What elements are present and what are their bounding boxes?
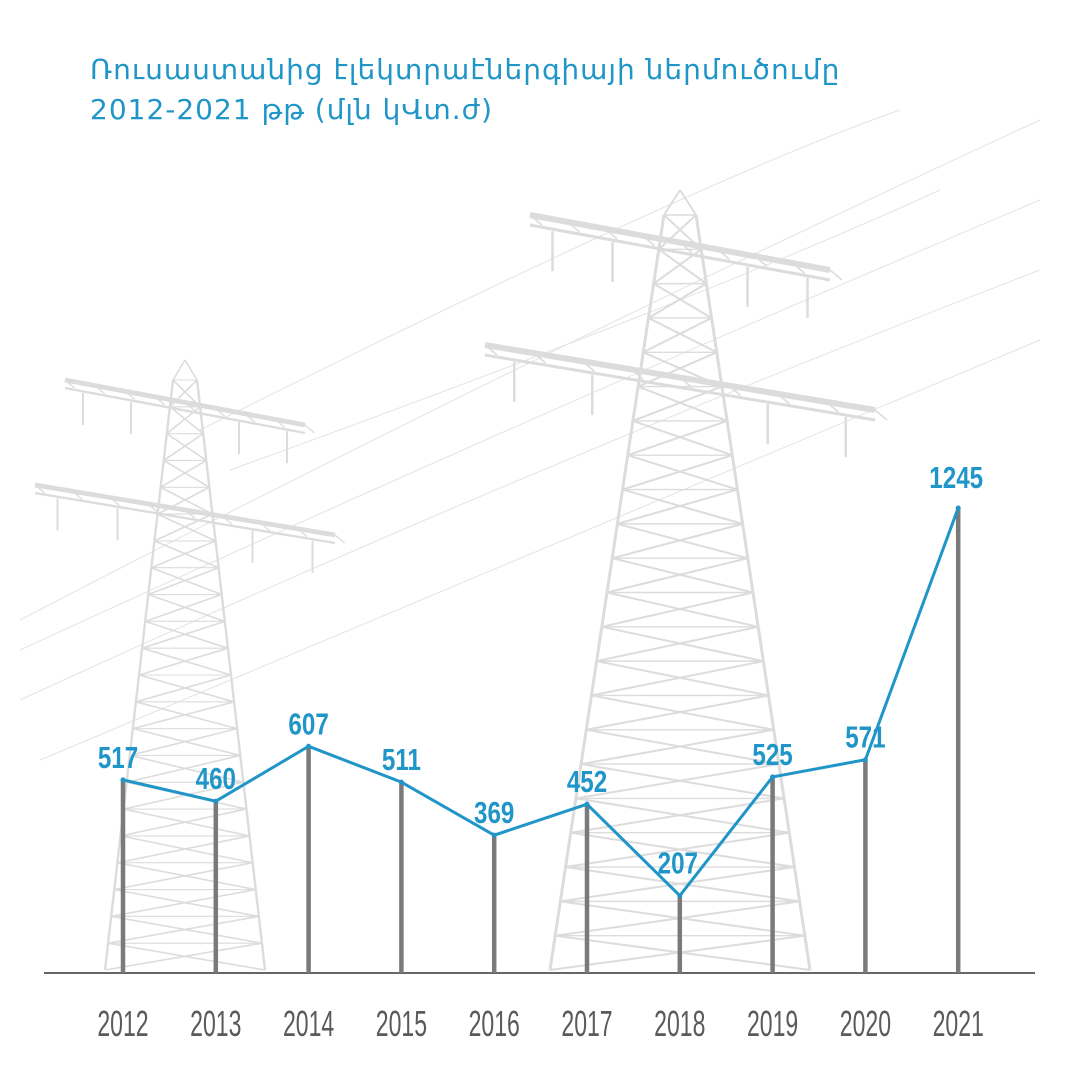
x-tick-label-2012: 2012 [97, 1005, 148, 1044]
data-label-2020: 571 [845, 720, 885, 755]
x-tick-label-2016: 2016 [469, 1005, 520, 1044]
data-label-2018: 207 [658, 846, 698, 881]
x-tick-label-2017: 2017 [561, 1005, 612, 1044]
data-point-2014 [306, 743, 312, 749]
chart-title: Ռուսաստանից էլեկտրաէներգիայի ներմուծումը… [90, 50, 1030, 130]
data-label-2016: 369 [474, 795, 514, 830]
power-line-icon [19, 119, 1041, 621]
data-points [120, 505, 961, 899]
x-tick-label-2019: 2019 [747, 1005, 798, 1044]
x-tick-label-2013: 2013 [190, 1005, 241, 1044]
data-label-2017: 452 [567, 764, 607, 799]
data-point-2015 [398, 779, 404, 785]
value-stems [120, 508, 961, 973]
power-tower-background-icon [19, 109, 1041, 971]
data-point-2020 [862, 757, 868, 763]
x-tick-labels: 2012 2013 2014 2015 2016 2017 2018 2019 2020 2021 [97, 1005, 983, 1044]
power-line-icon [229, 189, 941, 471]
data-point-2019 [770, 774, 776, 780]
data-label-2015: 511 [382, 742, 421, 777]
x-tick-label-2015: 2015 [376, 1005, 427, 1044]
x-tick-label-2020: 2020 [840, 1005, 891, 1044]
data-point-2016 [491, 832, 497, 838]
tower-icon [34, 359, 346, 971]
data-point-2017 [584, 801, 590, 807]
data-label-2013: 460 [196, 761, 236, 796]
x-tick-label-2018: 2018 [654, 1005, 705, 1044]
x-tick-label-2021: 2021 [933, 1005, 984, 1044]
series-line [122, 507, 960, 898]
data-label-2021: 1245 [929, 460, 983, 495]
power-line-icon [199, 109, 901, 431]
title-line-1: Ռուսաստանից էլեկտրաէներգիայի ներմուծումը [90, 53, 841, 86]
data-label-2019: 525 [752, 737, 792, 772]
x-tick-label-2014: 2014 [283, 1005, 334, 1044]
power-line-icon [19, 199, 1041, 651]
power-line-icon [19, 269, 1041, 701]
data-point-2021 [955, 505, 961, 511]
data-point-2013 [213, 798, 219, 804]
data-label-2012: 517 [98, 740, 138, 775]
tower-icon [484, 189, 888, 971]
data-point-2018 [677, 893, 683, 899]
data-label-2014: 607 [288, 706, 328, 741]
data-labels: 517 460 607 511 369 452 207 525 571 1245 [98, 460, 983, 880]
title-line-2: 2012-2021 թթ (մլն կՎտ.ժ) [90, 93, 494, 126]
data-point-2012 [120, 777, 126, 783]
